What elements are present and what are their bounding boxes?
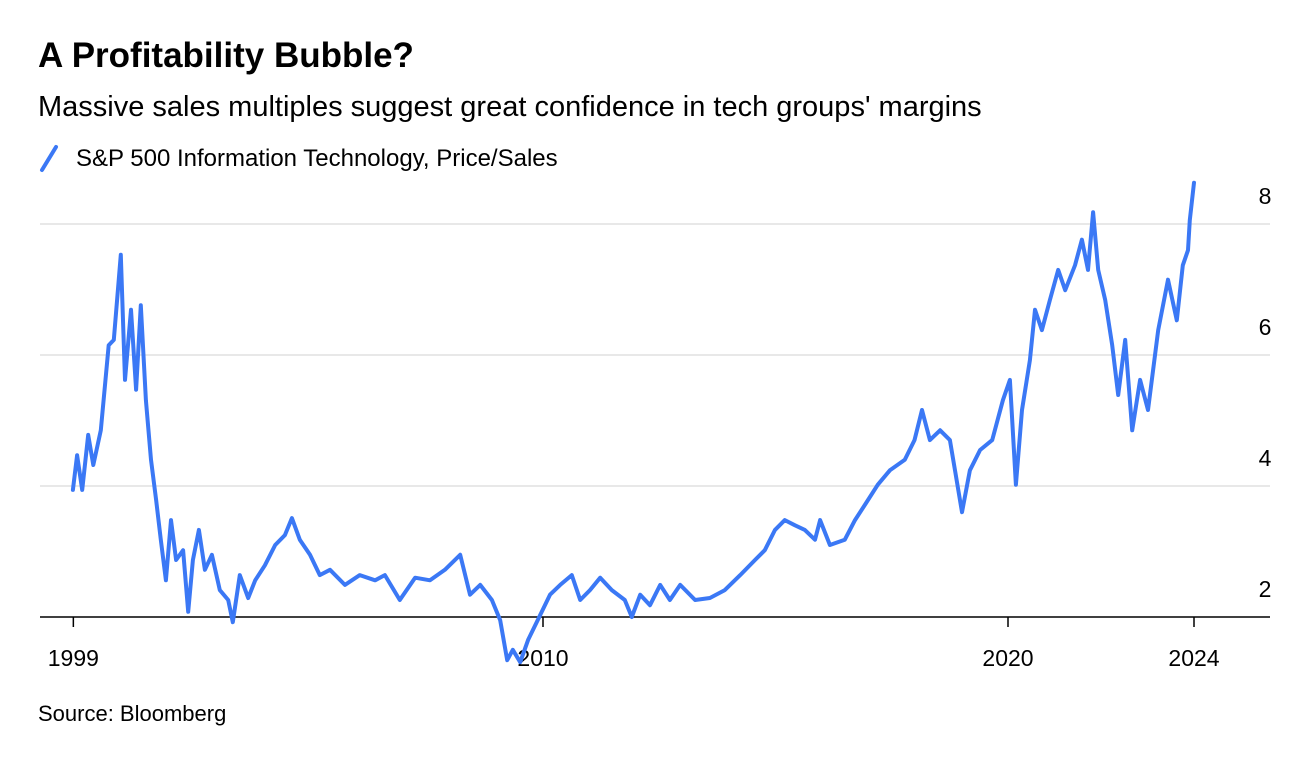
x-tick-label: 2020 <box>982 645 1033 671</box>
y-tick-label: 6 <box>1259 314 1272 340</box>
legend-label: S&P 500 Information Technology, Price/Sa… <box>76 145 558 172</box>
chart-subtitle: Massive sales multiples suggest great co… <box>38 91 982 123</box>
line-series <box>70 180 1196 665</box>
y-tick-label: 8 <box>1259 183 1272 209</box>
y-tick-label: 4 <box>1259 445 1272 471</box>
y-tick-label: 2 <box>1259 576 1272 602</box>
x-tick-label: 2024 <box>1168 645 1219 671</box>
source: Source: Bloomberg <box>38 701 226 726</box>
x-tick-label: 1999 <box>48 645 99 671</box>
chart-title: A Profitability Bubble? <box>38 36 414 75</box>
legend-icon <box>40 145 58 172</box>
